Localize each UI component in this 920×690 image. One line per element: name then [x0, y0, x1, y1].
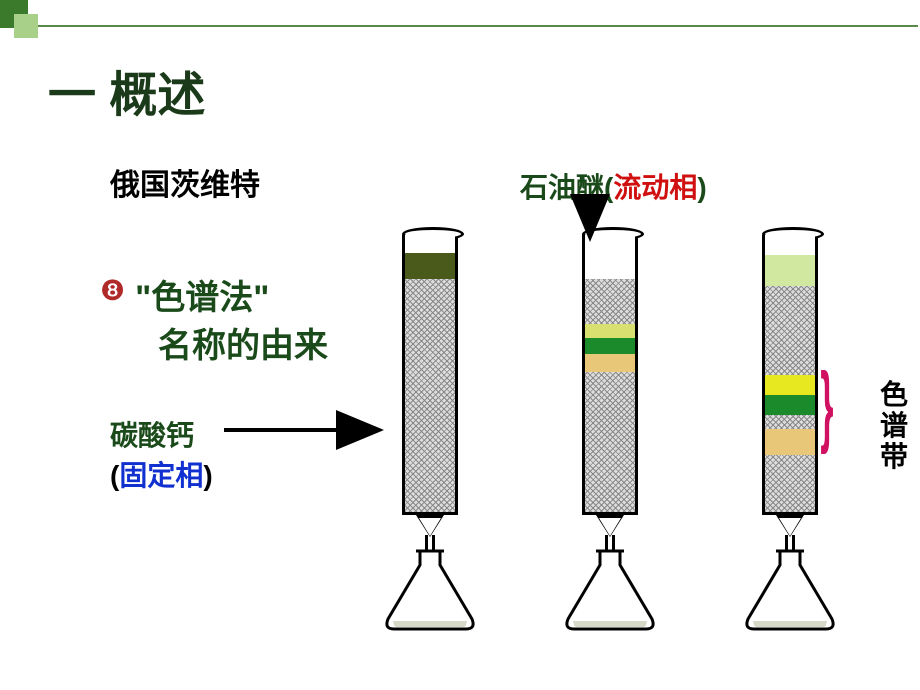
column-tube [762, 235, 818, 515]
paren-open: ( [110, 460, 119, 491]
color-band [765, 395, 815, 415]
column-packing [765, 455, 815, 512]
column-packing [585, 372, 635, 512]
color-band [765, 255, 815, 287]
bullet-icon: ❽ [100, 274, 125, 307]
chromatography-term: "色谱法" [135, 270, 269, 319]
column-packing-segment [585, 279, 635, 325]
color-band [765, 429, 815, 455]
color-band [585, 354, 635, 372]
mobile-phase-material: 石油醚( [520, 172, 613, 203]
receiving-flask [560, 549, 660, 629]
receiving-flask [380, 549, 480, 629]
column-contents [765, 235, 815, 512]
color-band [405, 253, 455, 279]
column-contents [585, 235, 635, 512]
column-outlet-cone [596, 515, 624, 537]
column-outlet-cone [776, 515, 804, 537]
receiving-flask [740, 549, 840, 629]
column-headspace [405, 235, 455, 253]
column-contents [405, 235, 455, 512]
chromatogram-band-label: 色谱带 [880, 380, 910, 472]
color-band [585, 324, 635, 338]
slide-title: 一 概述 [48, 55, 205, 125]
name-origin-text: 名称的由来 [158, 318, 328, 367]
stationary-phase-material: 碳酸钙 [110, 414, 194, 454]
chromatography-column-2 [560, 235, 660, 629]
column-tube [402, 235, 458, 515]
brace-icon: } [820, 360, 833, 450]
mobile-phase-term: 流动相 [613, 172, 697, 203]
stationary-phase-label: (固定相) [110, 454, 213, 494]
scientist-name: 俄国茨维特 [110, 160, 260, 204]
column-packing-segment [765, 286, 815, 375]
column-packing [405, 279, 455, 512]
chromatography-column-1 [380, 235, 480, 629]
column-headspace [585, 235, 635, 279]
column-outlet-cone [416, 515, 444, 537]
color-band [585, 338, 635, 354]
slide-top-rule [38, 25, 918, 27]
column-packing-segment [765, 415, 815, 429]
color-band [765, 375, 815, 395]
paren-close-2: ) [697, 172, 706, 203]
stationary-phase-term: 固定相 [119, 460, 203, 491]
column-headspace [765, 235, 815, 255]
bullet-item: ❽ "色谱法" [100, 270, 269, 319]
column-tube [582, 235, 638, 515]
decor-square-inner [14, 14, 38, 38]
paren-close: ) [203, 460, 212, 491]
mobile-phase-label: 石油醚(流动相) [520, 166, 707, 206]
